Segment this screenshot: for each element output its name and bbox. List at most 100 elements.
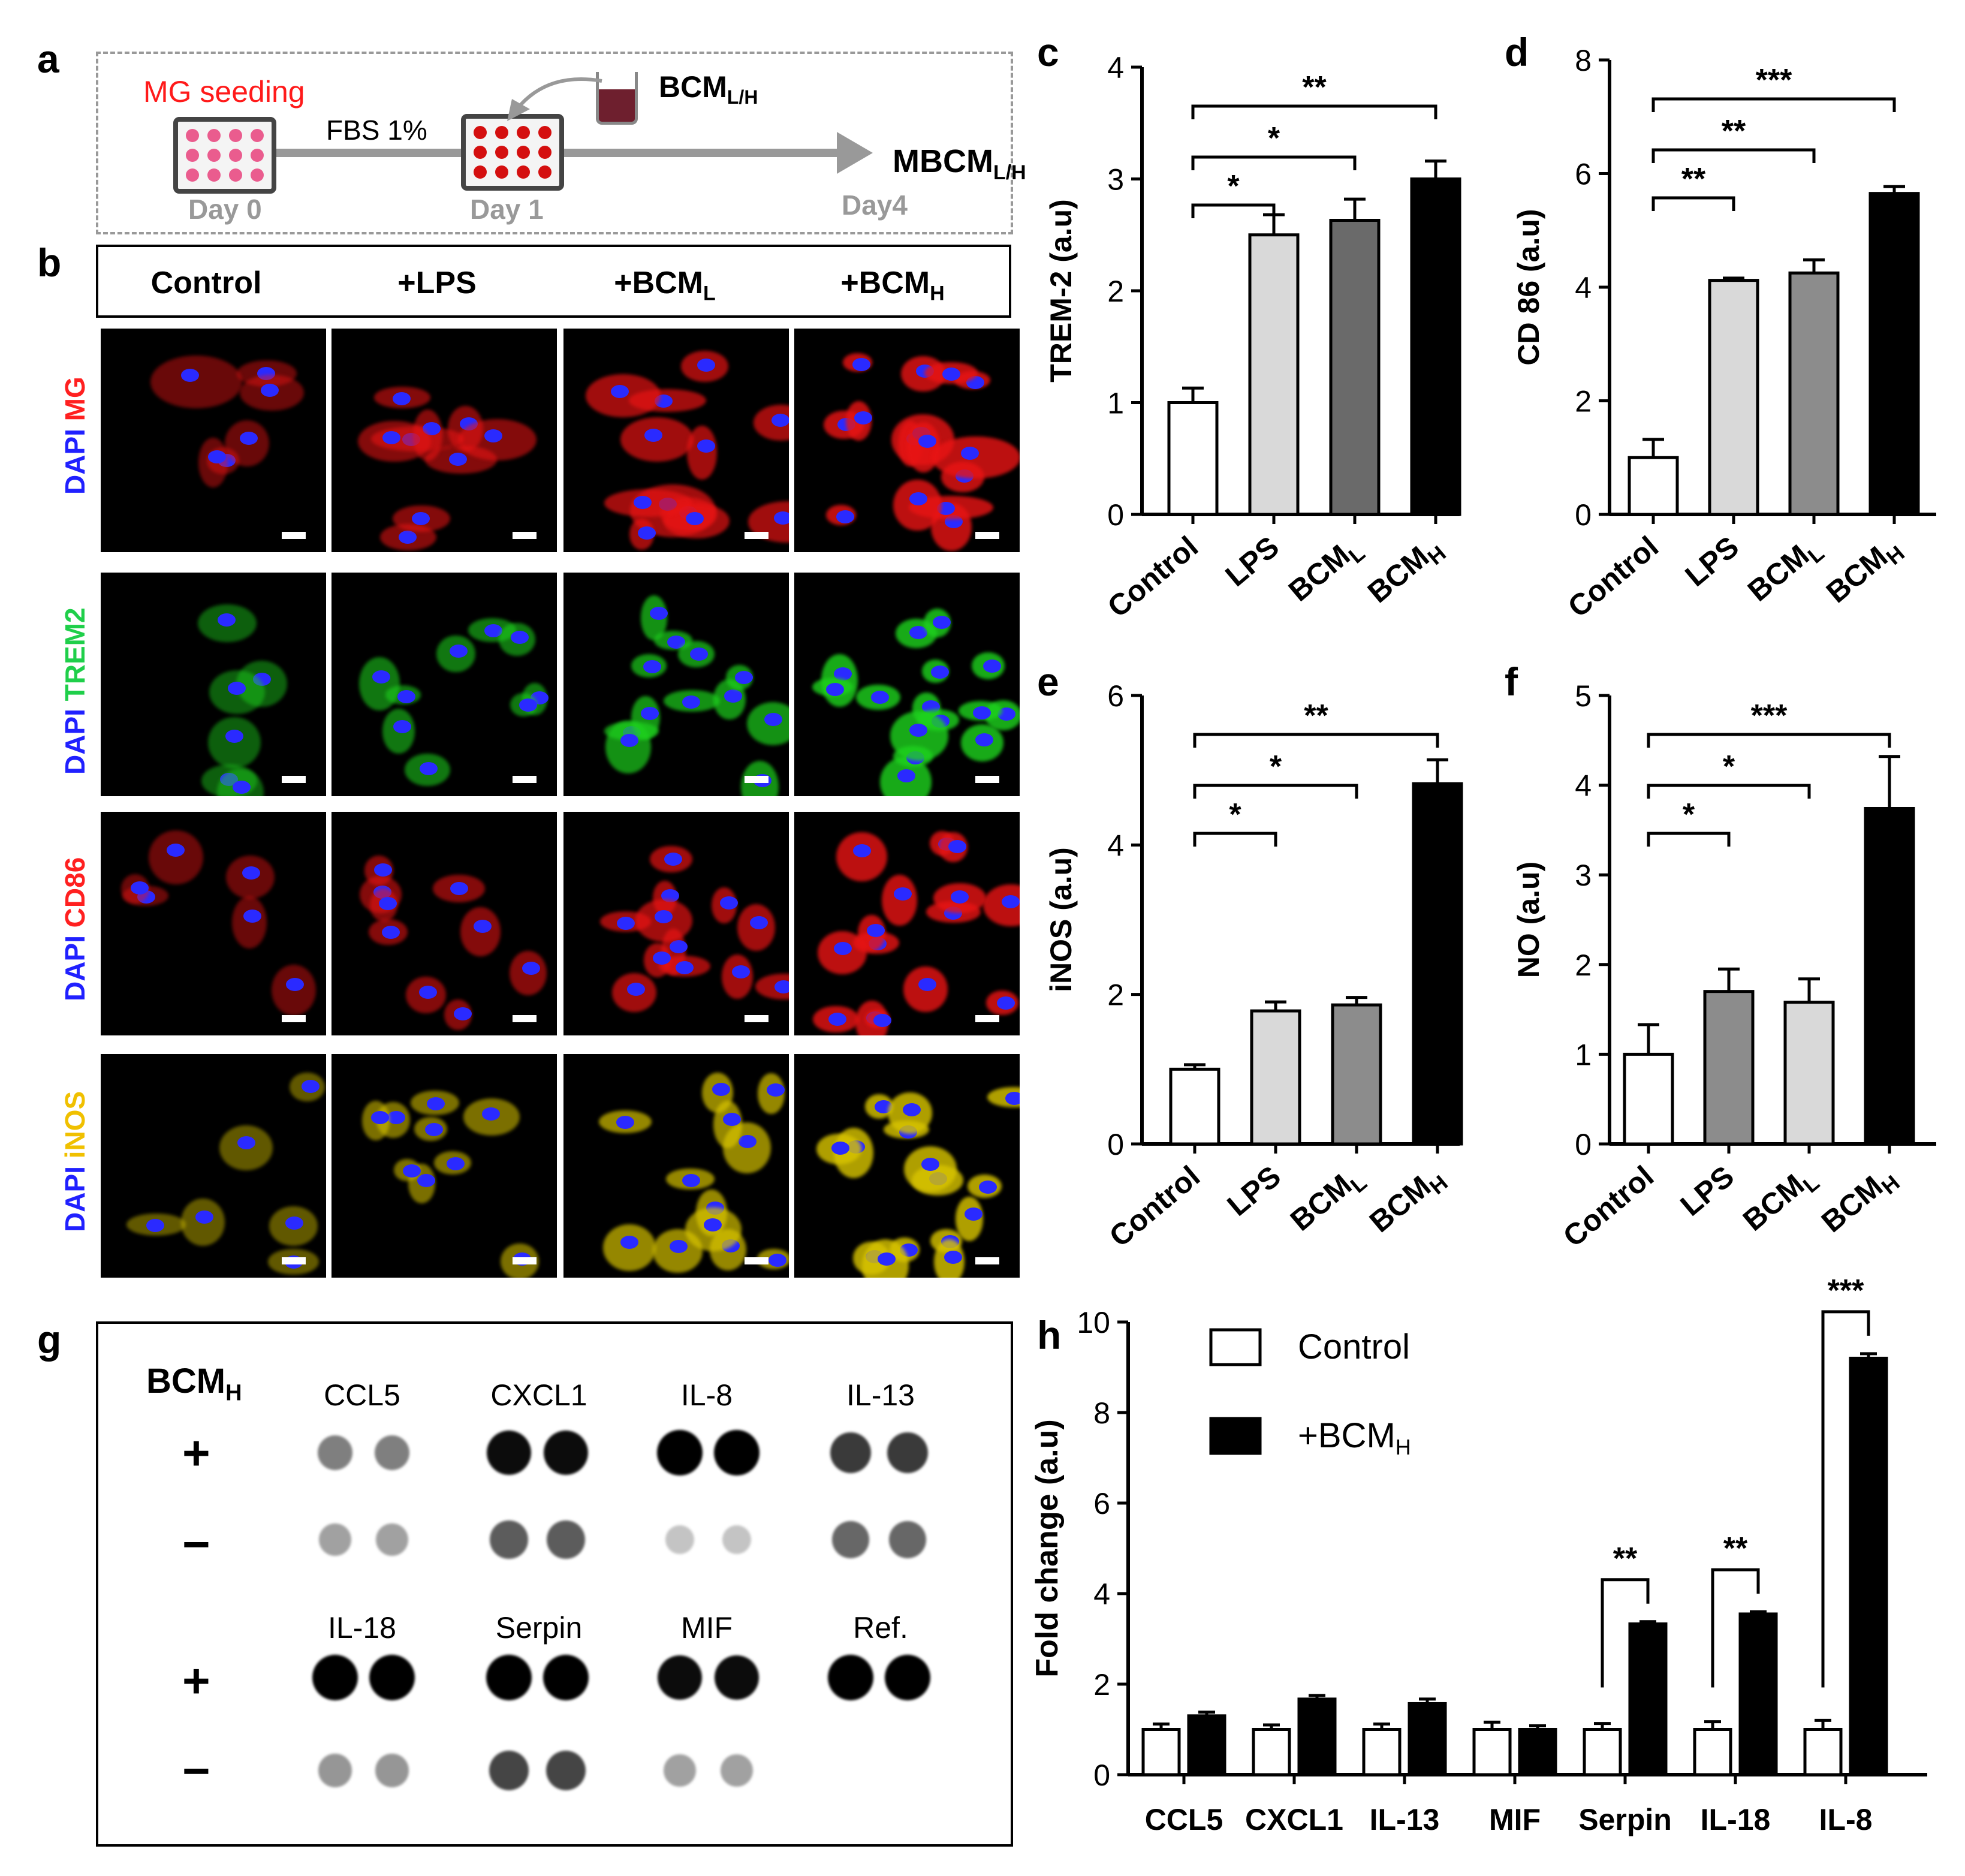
x-tick-label: LPS	[1221, 1160, 1287, 1222]
y-tick-label: 2	[1575, 948, 1592, 982]
blot-spot	[722, 1525, 752, 1555]
nucleus	[239, 432, 258, 445]
bar	[1628, 1622, 1668, 1776]
blot-spot	[665, 1525, 695, 1555]
nucleus	[417, 1173, 436, 1187]
nucleus	[685, 512, 704, 526]
bar	[1410, 177, 1461, 516]
y-tick-label: 4	[1575, 769, 1592, 803]
blot-spot	[546, 1750, 586, 1791]
legend-label: Control	[1298, 1327, 1410, 1366]
bar	[1518, 1728, 1557, 1776]
significance-bracket	[1193, 832, 1277, 847]
plate-well	[251, 148, 264, 162]
nucleus	[724, 689, 742, 703]
nucleus	[519, 698, 538, 712]
bar	[1331, 1003, 1382, 1146]
nucleus	[453, 1007, 472, 1020]
bar	[1362, 1728, 1402, 1776]
nucleus	[446, 1157, 465, 1170]
nucleus	[697, 359, 715, 372]
bar	[1803, 1728, 1843, 1776]
significance-bracket	[1191, 155, 1357, 170]
y-tick-label: 0	[1107, 1128, 1124, 1161]
nucleus	[944, 1250, 963, 1264]
bar	[1628, 456, 1679, 516]
micrograph-tile	[563, 573, 789, 796]
significance-bracket	[1651, 97, 1896, 112]
legend-label: +BCMH	[1298, 1416, 1411, 1459]
plate-well	[474, 165, 487, 179]
scale-bar	[975, 532, 999, 539]
nucleus	[828, 1012, 846, 1026]
micrograph-tile	[794, 329, 1020, 552]
nucleus	[643, 660, 661, 673]
nucleus	[640, 706, 659, 720]
nucleus	[381, 925, 400, 939]
nucleus	[766, 1083, 785, 1097]
bar	[1187, 1714, 1226, 1776]
nucleus	[217, 613, 236, 627]
nucleus	[682, 695, 701, 709]
bar	[1703, 990, 1755, 1146]
significance-label: **	[1723, 1531, 1748, 1566]
nucleus	[873, 1014, 891, 1028]
nucleus	[948, 839, 967, 853]
nucleus	[371, 1110, 390, 1124]
bar	[1849, 1356, 1888, 1776]
plate-well	[538, 125, 551, 139]
bar	[1252, 1728, 1291, 1776]
blot-spot	[830, 1432, 871, 1473]
nucleus	[720, 896, 739, 910]
significance-label: ***	[1828, 1273, 1864, 1308]
bar	[1248, 233, 1300, 516]
nucleus	[644, 428, 663, 442]
nucleus	[734, 671, 753, 685]
cytokine-array-blot: BCMH + − + − CCL5 CXCL1 IL-8 IL-13 IL-18…	[96, 1321, 1013, 1847]
significance-label: **	[1681, 162, 1706, 197]
blot-spot	[889, 1521, 926, 1558]
nucleus	[195, 1210, 214, 1224]
nucleus	[146, 1219, 165, 1233]
plate-well	[207, 168, 221, 182]
y-tick-label: 8	[1093, 1396, 1110, 1430]
nucleus	[909, 492, 928, 506]
bar	[1408, 1702, 1447, 1776]
condition-lps: +LPS	[397, 266, 477, 300]
blot-spot	[828, 1655, 873, 1700]
significance-label: *	[1683, 797, 1695, 832]
nucleus	[667, 635, 685, 649]
significance-bracket	[1647, 832, 1731, 847]
plate-well	[251, 168, 264, 182]
blot-spot	[312, 1655, 358, 1700]
blot-spot	[375, 1754, 409, 1787]
y-tick-label: 3	[1575, 859, 1592, 892]
nucleus	[286, 977, 305, 991]
significance-bracket	[1651, 148, 1816, 163]
nucleus	[180, 369, 199, 383]
nucleus	[877, 1252, 896, 1266]
cell-body	[882, 874, 918, 926]
legend-swatch	[1209, 1417, 1262, 1455]
significance-label: *	[1227, 169, 1240, 204]
nucleus	[474, 919, 492, 933]
significance-label: ***	[1756, 63, 1792, 98]
nucleus	[771, 414, 789, 427]
x-tick-label: BCML	[1737, 1160, 1824, 1242]
x-tick-label: LPS	[1674, 1160, 1740, 1222]
nucleus	[373, 863, 392, 877]
nucleus	[253, 672, 272, 686]
bar	[1693, 1728, 1732, 1776]
plate-well	[517, 145, 530, 159]
blot-name-top-0: CCL5	[324, 1378, 400, 1412]
nucleus	[664, 853, 682, 866]
blot-name-bottom-1: Serpin	[495, 1611, 583, 1645]
plate-well	[186, 168, 199, 182]
plate-well	[229, 148, 242, 162]
nucleus	[909, 723, 928, 737]
x-tick-label: Serpin	[1578, 1803, 1672, 1836]
nucleus	[242, 866, 260, 880]
scale-bar	[282, 776, 306, 783]
blot-spot	[543, 1430, 589, 1475]
nucleus	[637, 526, 656, 540]
